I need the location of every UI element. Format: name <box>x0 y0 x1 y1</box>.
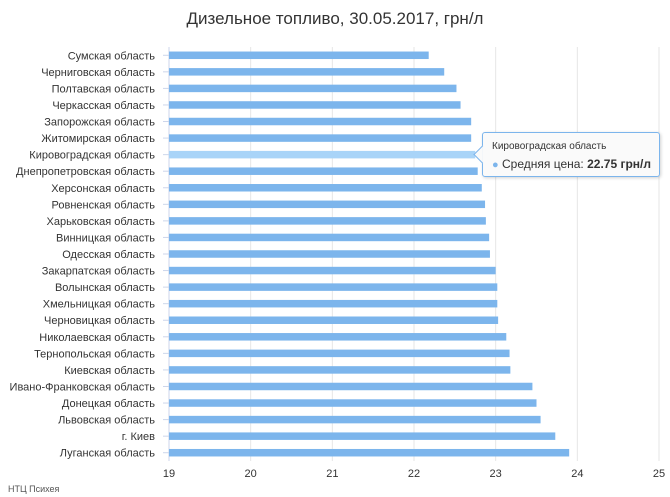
bar[interactable] <box>169 399 537 407</box>
category-label: Львовская область <box>58 415 155 427</box>
category-label: Днепропетровская область <box>16 166 155 178</box>
category-label: Винницкая область <box>56 232 155 244</box>
category-label: Ивано-Франковская область <box>10 381 156 393</box>
category-label: Луганская область <box>60 448 155 460</box>
bar[interactable] <box>169 382 533 391</box>
x-tick-label: 20 <box>245 468 257 480</box>
bars <box>169 51 570 457</box>
bar[interactable] <box>169 51 429 60</box>
bar[interactable] <box>169 432 556 440</box>
bar[interactable] <box>169 101 461 109</box>
category-label: Сумская область <box>68 50 156 62</box>
category-label: Черниговская область <box>41 67 155 79</box>
bar[interactable] <box>169 217 486 225</box>
category-label: г. Киев <box>122 431 155 443</box>
x-tick-label: 25 <box>653 468 665 480</box>
category-label: Полтавская область <box>52 83 156 95</box>
credit-text: НТЦ Психея <box>8 484 60 494</box>
category-label: Киевская область <box>64 365 155 377</box>
x-axis-tick-labels: 19 20 21 22 23 24 25 <box>163 468 665 480</box>
tooltip: Кировоградская область ● Средняя цена: 2… <box>473 132 660 177</box>
category-label: Донецкая область <box>62 398 155 410</box>
grid-lines <box>163 47 660 461</box>
bar[interactable] <box>169 134 472 142</box>
bar[interactable] <box>169 184 482 192</box>
category-label: Черкасская область <box>52 100 155 112</box>
category-label: Тернопольская область <box>34 348 155 360</box>
bar[interactable] <box>169 366 511 374</box>
bar[interactable] <box>169 316 499 324</box>
x-tick-label: 21 <box>326 468 338 480</box>
bar[interactable] <box>169 448 570 457</box>
bar[interactable] <box>169 415 541 424</box>
bar[interactable] <box>169 266 496 275</box>
category-label: Житомирская область <box>41 133 155 145</box>
category-label: Хмельницкая область <box>43 299 156 311</box>
x-tick-label: 22 <box>408 468 420 480</box>
bar[interactable] <box>169 349 510 358</box>
chart-title: Дизельное топливо, 30.05.2017, грн/л <box>187 9 484 28</box>
category-label: Одесская область <box>62 249 155 261</box>
tooltip-category: Кировоградская область <box>492 141 607 152</box>
category-label: Ровненская область <box>52 199 156 211</box>
bar[interactable] <box>169 167 478 175</box>
bar[interactable] <box>169 117 472 126</box>
category-label: Закарпатская область <box>42 266 155 278</box>
bar[interactable] <box>169 250 490 258</box>
category-labels: Сумская область Черниговская область Полта… <box>10 50 156 459</box>
tooltip-series-label: Средняя цена: <box>502 157 588 171</box>
category-label: Запорожская область <box>44 117 155 129</box>
tooltip-value-row: ● Средняя цена: 22.75 грн/л <box>492 156 653 173</box>
bar[interactable] <box>169 84 457 93</box>
bar[interactable] <box>169 68 445 76</box>
category-label: Херсонская область <box>51 183 155 195</box>
category-label: Черновицкая область <box>44 315 155 327</box>
bar[interactable] <box>169 150 476 159</box>
bar[interactable] <box>169 200 486 209</box>
x-tick-label: 24 <box>571 468 583 480</box>
bar[interactable] <box>169 333 507 341</box>
bar[interactable] <box>169 283 498 291</box>
category-label: Кировоградская область <box>29 150 155 162</box>
bar[interactable] <box>169 233 490 242</box>
bar[interactable] <box>169 299 498 308</box>
category-label: Николаевская область <box>39 332 155 344</box>
tooltip-value: 22.75 грн/л <box>587 157 651 171</box>
x-tick-label: 23 <box>490 468 502 480</box>
category-label: Волынская область <box>55 282 155 294</box>
x-tick-label: 19 <box>163 468 175 480</box>
series-marker-icon: ● <box>492 159 499 171</box>
category-label: Харьковская область <box>47 216 156 228</box>
